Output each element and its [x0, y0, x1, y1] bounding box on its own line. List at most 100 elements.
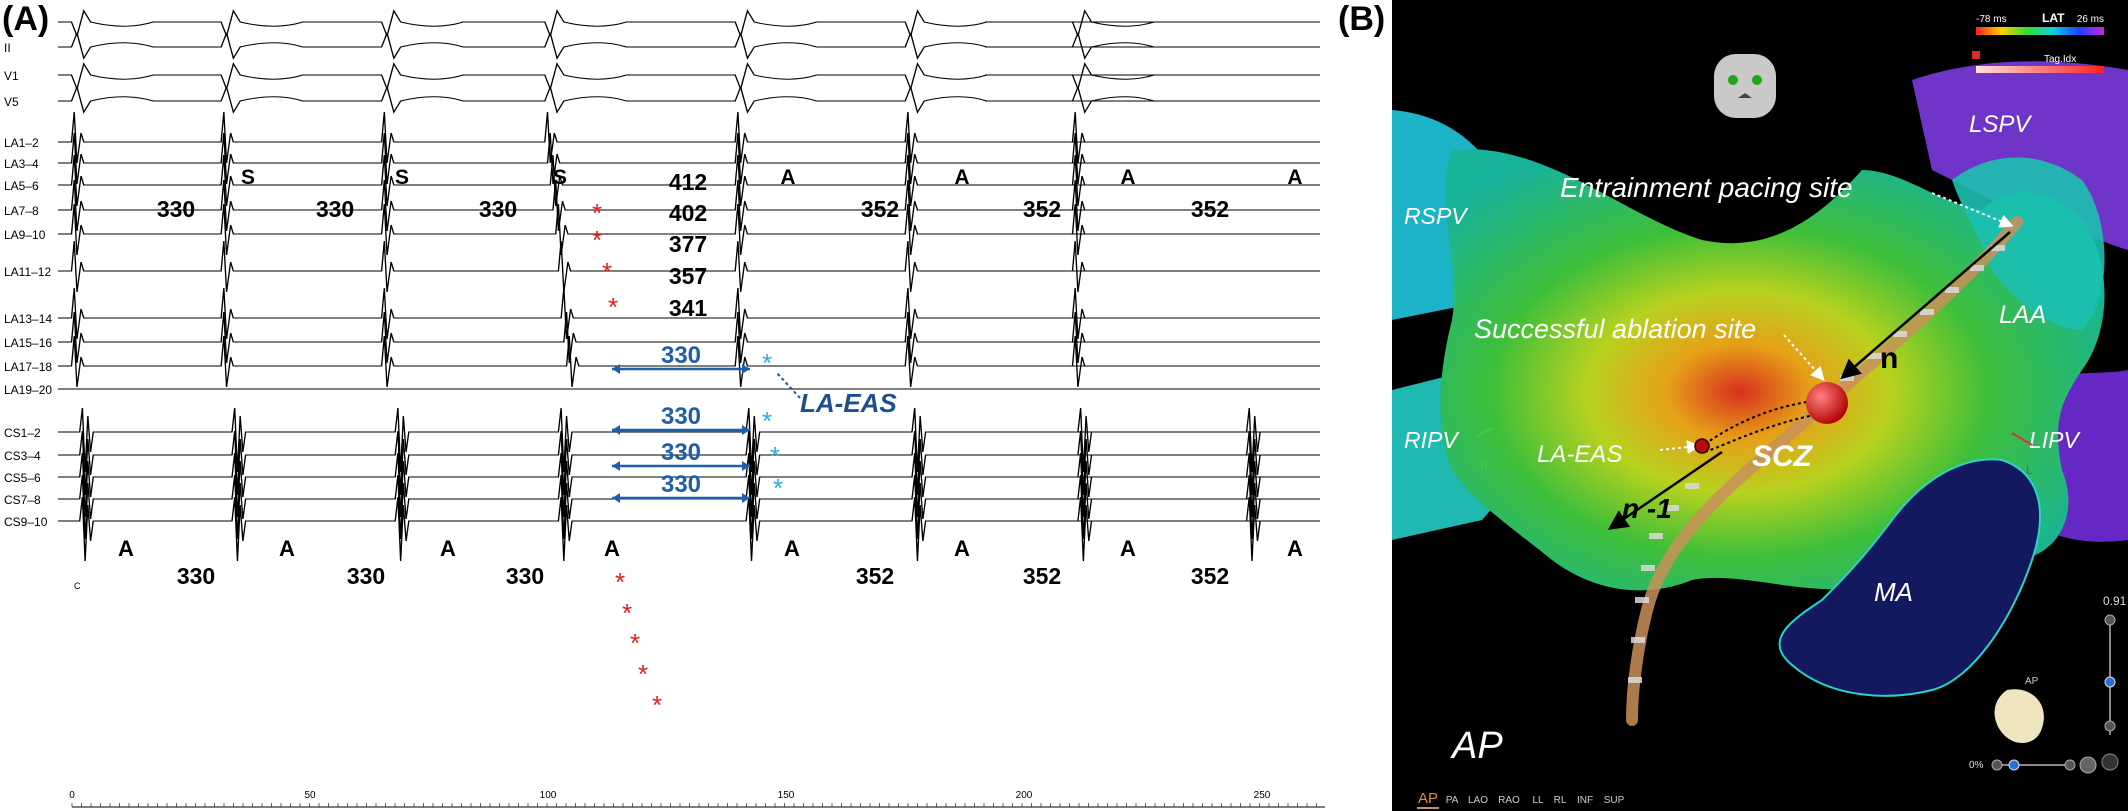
view-button-ap[interactable]: AP [1418, 790, 1438, 807]
tag-index-icon [1972, 51, 1980, 59]
blue-interval: 330 [661, 403, 701, 430]
orientation-head-icon [1714, 54, 1776, 118]
opacity-up-button[interactable] [2104, 614, 2116, 626]
lead-labels: IIIV1V5LA1–2LA3–4LA5–6LA7–8LA9–10LA11–12… [4, 16, 52, 529]
blue-interval: 330 [661, 439, 701, 466]
cs-beat-label: A [784, 536, 800, 561]
catheter-electrode [1991, 245, 2005, 251]
lead-label: CS9–10 [4, 515, 48, 529]
laa-appendage [1952, 157, 2105, 330]
opacity-down-button[interactable] [2104, 720, 2116, 732]
entrainment-label: Entrainment pacing site [1560, 172, 1853, 203]
transition-interval: 341 [669, 295, 708, 321]
scz-label: SCZ [1752, 440, 1814, 473]
zoom-in-button[interactable] [2064, 759, 2076, 771]
lead-label: LA5–6 [4, 179, 39, 193]
electroanatomic-map-panel: -78 ms LAT 26 ms Tag.Idx LSPV RSPV LAA R… [1392, 0, 2128, 811]
axis-tick-label: 200 [1016, 790, 1033, 801]
zoom-slider-handle[interactable] [2008, 759, 2020, 771]
rotate-view-button[interactable] [2079, 756, 2097, 774]
red-asterisk: * [638, 659, 648, 689]
lead-label: V5 [4, 95, 19, 109]
ecg-tracings-panel: IIIV1V5LA1–2LA3–4LA5–6LA7–8LA9–10LA11–12… [4, 9, 1325, 808]
opacity-value: 0.91 [2103, 594, 2127, 608]
lead-label: CS7–8 [4, 493, 41, 507]
lead-label: CS5–6 [4, 471, 41, 485]
tag-index-label: Tag.Idx [2044, 54, 2076, 65]
catheter-electrode [1641, 565, 1655, 571]
catheter-electrode [1628, 677, 1642, 683]
la-eas-pointer [775, 371, 801, 399]
tracing-3 [57, 86, 1300, 114]
view-button-ll[interactable]: LL [1532, 795, 1544, 806]
cs-interval: 330 [506, 563, 544, 589]
tracing-8 [57, 203, 1300, 256]
la-eas-map-label: LA-EAS [1537, 441, 1622, 468]
cs-beat-label: A [1120, 536, 1136, 561]
axis-tick-label: 0 [69, 790, 75, 801]
lead-label: II [4, 41, 11, 55]
mini-view-label: AP [2025, 676, 2039, 687]
cs-interval: 352 [1023, 563, 1061, 589]
cs-interval: 352 [856, 563, 894, 589]
transition-interval: 412 [669, 169, 707, 195]
catheter-electrode [1631, 637, 1645, 643]
opacity-slider-handle[interactable] [2104, 676, 2116, 688]
cs-beat-label: A [118, 536, 134, 561]
ablation-label: Successful ablation site [1474, 314, 1756, 344]
catheter-electrode [1893, 331, 1907, 337]
red-asterisk: * [608, 292, 618, 322]
la-beat-label: A [1120, 166, 1135, 189]
la-interval: 352 [861, 196, 899, 222]
panel-a-label: (A) [2, 0, 50, 38]
small-c-label: C [74, 581, 81, 591]
view-button-rl[interactable]: RL [1554, 795, 1567, 806]
axis-tick-label: 50 [304, 790, 316, 801]
cs-beat-label: A [440, 536, 456, 561]
view-button-rao[interactable]: RAO [1498, 795, 1520, 806]
view-button-inf[interactable]: INF [1577, 795, 1593, 806]
cs-beat-label: A [954, 536, 970, 561]
lat-max-label: 26 ms [2077, 14, 2104, 25]
catheter-electrode [1665, 505, 1679, 511]
reset-view-button[interactable] [2101, 753, 2119, 771]
zoom-out-button[interactable] [1991, 759, 2003, 771]
view-buttons[interactable]: AP PA LAO RAO LL RL INF SUP [1418, 790, 1625, 807]
tracing-10 [57, 287, 1300, 340]
zoom-value: 0% [1969, 760, 1984, 771]
mitral-annulus [1778, 458, 2041, 697]
ma-label: MA [1874, 577, 1913, 607]
cs-beat-label: A [1287, 536, 1303, 561]
cs-beat-label: A [279, 536, 295, 561]
view-button-lao[interactable]: LAO [1468, 795, 1488, 806]
axis-tick-label: 100 [540, 790, 557, 801]
laa-label: LAA [1999, 301, 2046, 329]
lead-label: V1 [4, 69, 19, 83]
catheter-electrode [1685, 483, 1699, 489]
view-button-pa[interactable]: PA [1446, 795, 1459, 806]
lead-label: LA19–20 [4, 383, 52, 397]
lat-min-label: -78 ms [1976, 14, 2007, 25]
lat-colorbar [1976, 27, 2104, 35]
la-beat-label: S [395, 166, 409, 189]
lead-label: LA1–2 [4, 136, 39, 150]
transition-interval: 377 [669, 231, 707, 257]
catheter-electrode [1920, 309, 1934, 315]
lead-label: CS3–4 [4, 449, 41, 463]
lead-label: LA13–14 [4, 312, 52, 326]
la-beat-label: A [780, 166, 795, 189]
view-button-sup[interactable]: SUP [1604, 795, 1625, 806]
view-label: AP [1450, 725, 1503, 767]
blue-asterisk: * [762, 348, 772, 378]
la-beat-label: S [241, 166, 255, 189]
lead-label: I [4, 16, 7, 30]
la-interval: 330 [479, 196, 517, 222]
entrainment-pointer [1931, 192, 2014, 228]
tracing-12 [57, 335, 1300, 388]
cs-interval: 352 [1191, 563, 1229, 589]
cs-interval: 330 [347, 563, 385, 589]
lead-label: CS1–2 [4, 426, 41, 440]
red-asterisk: * [630, 628, 640, 658]
cs-interval: 330 [177, 563, 215, 589]
blue-asterisk: * [762, 406, 772, 436]
